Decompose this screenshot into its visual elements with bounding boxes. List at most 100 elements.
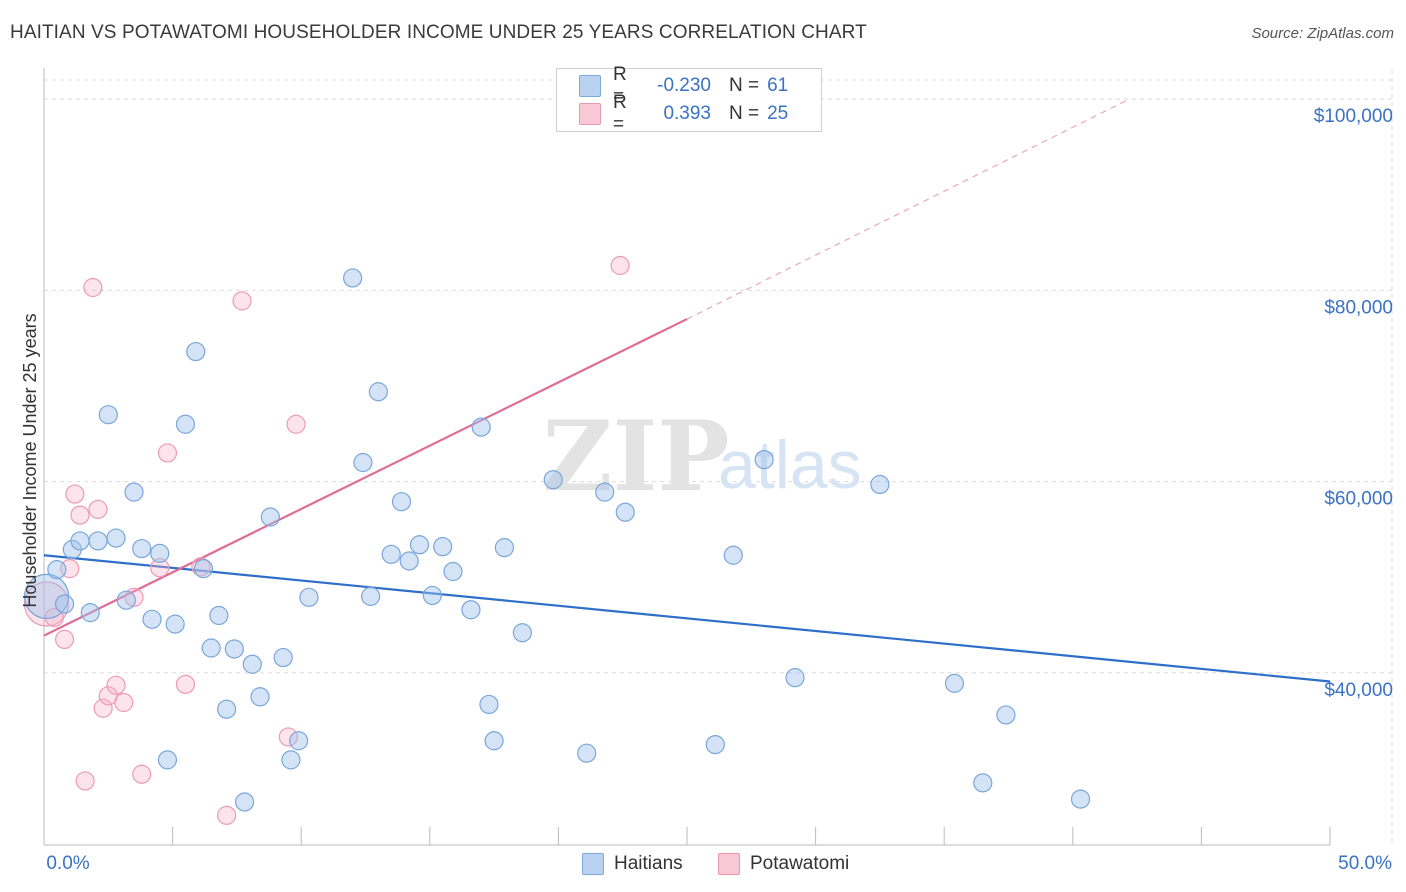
point-haitians <box>494 538 514 558</box>
y-tick-label: $80,000 <box>1324 297 1393 318</box>
point-haitians <box>165 614 185 634</box>
point-potawatomi <box>106 675 126 695</box>
legend-n-value-potawatomi: 25 <box>767 103 789 124</box>
point-haitians <box>479 694 499 715</box>
point-potawatomi <box>75 771 95 791</box>
watermark: ZIP atlas <box>542 400 861 513</box>
legend-r-label: R = <box>613 64 627 107</box>
point-haitians <box>944 673 965 693</box>
point-haitians <box>80 603 100 623</box>
legend-swatch-haitians <box>579 75 601 97</box>
point-potawatomi <box>232 291 252 311</box>
point-haitians <box>391 492 412 512</box>
point-haitians <box>422 585 442 606</box>
y-tick-label: $40,000 <box>1324 680 1393 701</box>
legend-row-haitians: R = -0.230 N = 61 <box>579 64 789 107</box>
point-potawatomi <box>610 255 630 276</box>
watermark-zip: ZIP <box>542 400 729 513</box>
point-haitians <box>433 537 453 557</box>
point-haitians <box>471 417 491 437</box>
point-haitians <box>242 654 262 674</box>
point-haitians <box>175 414 196 434</box>
point-potawatomi <box>175 674 196 694</box>
point-haitians <box>484 731 504 751</box>
grid-layer <box>44 70 1393 845</box>
point-haitians <box>996 705 1016 725</box>
point-potawatomi <box>93 698 113 718</box>
point-potawatomi <box>286 414 306 434</box>
point-haitians <box>754 450 774 470</box>
point-haitians <box>150 543 170 563</box>
point-potawatomi <box>65 484 85 504</box>
point-haitians <box>399 551 419 571</box>
point-haitians <box>224 639 244 659</box>
point-haitians <box>70 531 90 551</box>
point-haitians <box>289 731 309 751</box>
point-haitians <box>361 586 381 606</box>
point-haitians <box>186 341 206 362</box>
x-tick-label-min: 0.0% <box>46 853 89 874</box>
y-tick-label: $60,000 <box>1324 489 1393 510</box>
point-haitians <box>785 668 805 688</box>
point-haitians <box>577 743 597 763</box>
point-haitians <box>299 587 319 607</box>
point-potawatomi <box>217 805 237 825</box>
point-haitians <box>209 605 229 626</box>
legend-n-value-haitians: 61 <box>767 75 789 96</box>
point-potawatomi <box>132 764 152 784</box>
point-potawatomi <box>83 277 103 298</box>
correlation-legend: R = -0.230 N = 61 R = 0.393 N = 25 <box>556 64 822 135</box>
point-haitians <box>595 482 615 502</box>
point-haitians <box>124 482 144 502</box>
source-label: Source: ZipAtlas.com <box>1251 25 1394 42</box>
point-haitians <box>353 452 373 473</box>
trend-extension-potawatomi <box>686 98 1130 320</box>
point-potawatomi <box>124 587 144 607</box>
legend-n-label: N = <box>729 75 760 96</box>
bottom-legend-swatch-haitians <box>582 853 604 875</box>
point-haitians <box>273 647 293 668</box>
point-haitians <box>47 559 67 580</box>
point-haitians <box>409 535 430 555</box>
point-potawatomi <box>70 505 90 525</box>
point-haitians <box>543 470 563 490</box>
point-haitians <box>132 538 152 559</box>
y-axis-title: Householder Income Under 25 years <box>20 313 40 607</box>
legend-row-potawatomi: R = 0.393 N = 25 <box>579 92 789 135</box>
point-haitians <box>343 268 363 288</box>
x-tick-label-max: 50.0% <box>1338 853 1392 874</box>
point-potawatomi <box>88 499 108 519</box>
point-haitians <box>157 750 178 770</box>
watermark-atlas: atlas <box>718 427 862 503</box>
legend-r-label: R = <box>613 92 627 135</box>
point-haitians <box>1070 789 1091 809</box>
point-haitians <box>512 623 532 643</box>
trend-layer <box>43 98 1331 683</box>
point-haitians <box>870 474 890 495</box>
point-haitians <box>250 687 270 707</box>
point-haitians <box>201 638 221 658</box>
point-potawatomi <box>114 692 134 713</box>
bottom-legend-potawatomi: Potawatomi <box>718 852 849 876</box>
point-haitians <box>88 531 108 551</box>
point-haitians <box>381 544 401 564</box>
point-haitians <box>260 507 280 527</box>
legend-r-value-potawatomi: 0.393 <box>663 103 711 124</box>
point-haitians <box>723 545 743 565</box>
point-potawatomi <box>157 443 178 463</box>
point-haitians <box>235 792 255 812</box>
label-layer: $40,000 $60,000 $80,000 $100,000 0.0% 50.0% Ho… <box>20 106 1393 874</box>
bottom-legend-swatch-potawatomi <box>718 853 740 875</box>
legend-n-label: N = <box>729 103 760 124</box>
point-potawatomi <box>150 558 170 578</box>
point-haitians <box>54 594 75 614</box>
point-haitians <box>615 502 635 522</box>
bottom-legend-label-haitians: Haitians <box>614 853 683 874</box>
point-haitians <box>217 699 237 719</box>
y-tick-label: $100,000 <box>1314 106 1393 127</box>
legend-r-value-haitians: -0.230 <box>657 75 711 96</box>
legend-swatch-potawatomi <box>579 103 601 125</box>
point-haitians <box>443 561 463 582</box>
point-haitians <box>142 609 162 629</box>
point-haitians <box>106 528 126 548</box>
